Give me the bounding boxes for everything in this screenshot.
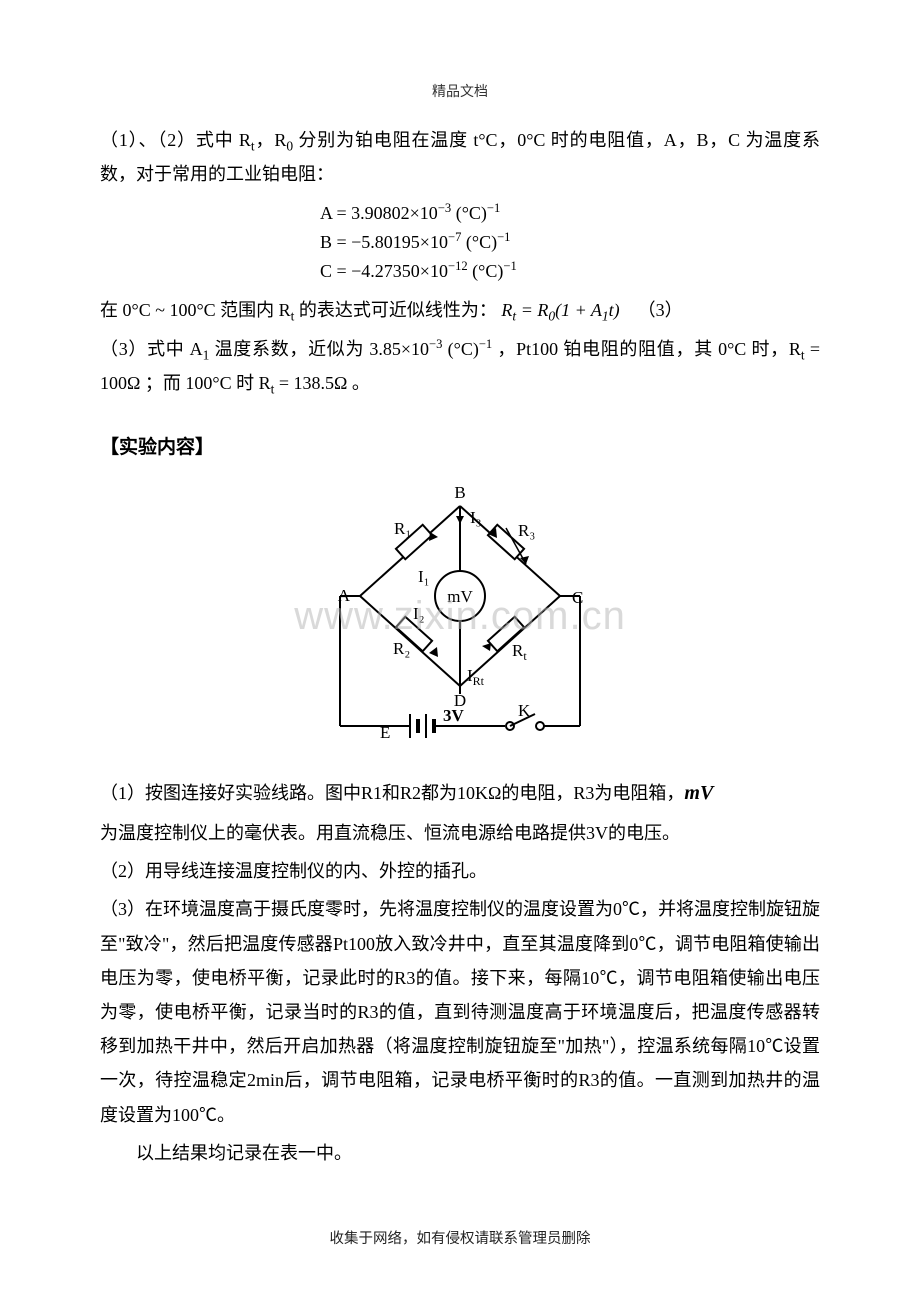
content-1a: （1）按图连接好实验线路。图中R1和R2都为10KΩ的电阻，R3为电阻箱， — [100, 783, 684, 803]
label-R1: R₁ — [394, 519, 411, 538]
mv-symbol: mV — [684, 782, 713, 804]
page-footer: 收集于网络，如有侵权请联系管理员删除 — [0, 1226, 920, 1254]
label-R3: R₃ — [518, 521, 535, 540]
label-I3: I₃ — [470, 508, 482, 527]
label-C: C — [572, 588, 583, 607]
label-E: E — [380, 723, 390, 742]
label-B: B — [454, 483, 465, 502]
content-5: 以上结果均记录在表一中。 — [100, 1136, 820, 1170]
paragraph-2: 在 0°C ~ 100°C 范围内 Rt 的表达式可近似线性为： Rt = R0… — [100, 293, 820, 327]
para2-eqnum: （3） — [638, 300, 683, 320]
para2-eq: Rt = R0(1 + A1t) — [501, 300, 619, 320]
equation-block: A = 3.90802×10−3 (°C)−1 B = −5.80195×10−… — [100, 199, 820, 285]
circuit-diagram-container: B A C D R₁ R₃ R₂ Rt I₁ I₂ I₃ IRt mV E 3V… — [100, 476, 820, 756]
label-3V: 3V — [443, 706, 465, 725]
label-A: A — [338, 586, 351, 605]
label-K: K — [518, 701, 531, 720]
section-title: 【实验内容】 — [100, 430, 820, 466]
eq-c: C = −4.27350×10−12 (°C)−1 — [320, 257, 820, 286]
label-I1: I₁ — [418, 567, 430, 586]
content-1: （1）按图连接好实验线路。图中R1和R2都为10KΩ的电阻，R3为电阻箱，mV — [100, 774, 820, 812]
content-2: 为温度控制仪上的毫伏表。用直流稳压、恒流电源给电路提供3V的电压。 — [100, 816, 820, 850]
content-3: （2）用导线连接温度控制仪的内、外控的插孔。 — [100, 854, 820, 888]
label-IRt: IRt — [467, 666, 485, 688]
eq-b: B = −5.80195×10−7 (°C)−1 — [320, 228, 820, 257]
para2-text: 在 0°C ~ 100°C 范围内 Rt 的表达式可近似线性为： — [100, 300, 501, 320]
circuit-diagram: B A C D R₁ R₃ R₂ Rt I₁ I₂ I₃ IRt mV E 3V… — [310, 476, 610, 756]
paragraph-1: （1）、（2）式中 Rt，R0 分别为铂电阻在温度 t°C，0°C 时的电阻值，… — [100, 123, 820, 191]
eq-a: A = 3.90802×10−3 (°C)−1 — [320, 199, 820, 228]
paragraph-3: （3）式中 A1 温度系数，近似为 3.85×10−3 (°C)−1 ，Pt10… — [100, 332, 820, 400]
label-Rt: Rt — [512, 641, 527, 663]
label-R2: R₂ — [393, 639, 410, 658]
page-header: 精品文档 — [100, 80, 820, 107]
label-mV: mV — [447, 587, 473, 606]
label-I2: I₂ — [413, 604, 425, 623]
content-4: （3）在环境温度高于摄氏度零时，先将温度控制仪的温度设置为0℃，并将温度控制旋钮… — [100, 892, 820, 1131]
